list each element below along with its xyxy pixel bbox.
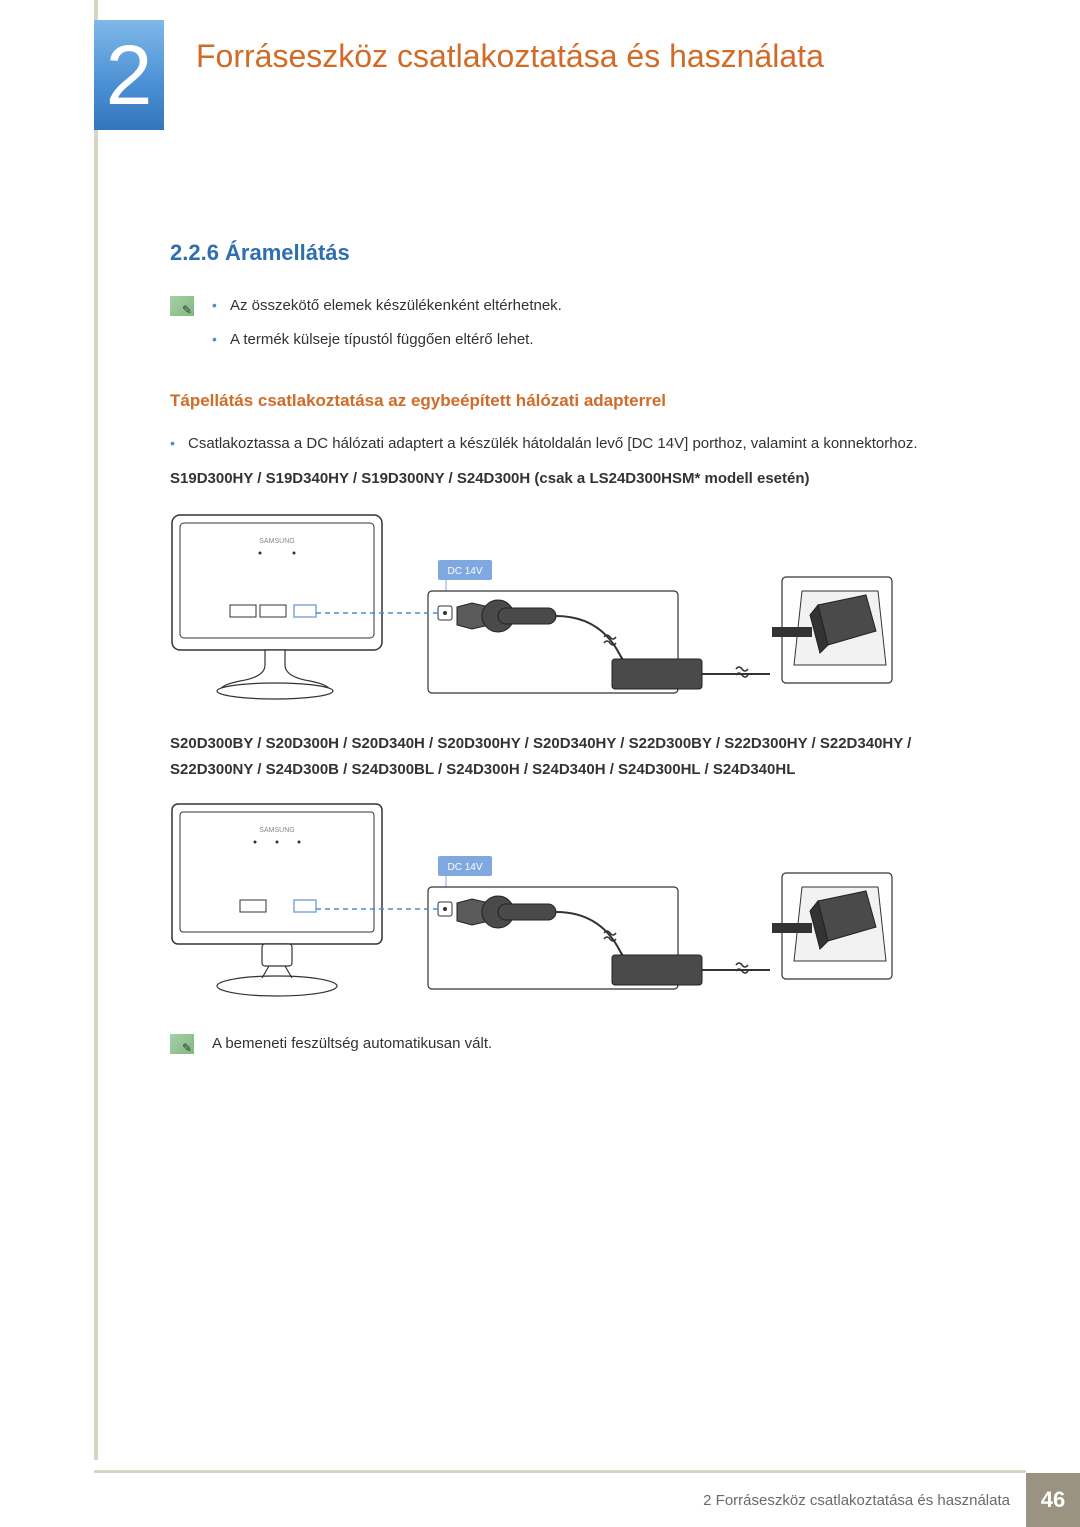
svg-text:DC 14V: DC 14V <box>447 566 482 577</box>
footer-chapter-text: 2 Forráseszköz csatlakoztatása és haszná… <box>703 1473 1026 1527</box>
instruction-text: Csatlakoztassa a DC hálózati adaptert a … <box>170 432 940 456</box>
footer-page-number: 46 <box>1026 1473 1080 1527</box>
adapter-box <box>428 591 770 693</box>
chapter-number-badge: 2 <box>94 20 164 130</box>
sub-heading: Tápellátás csatlakoztatása az egybeépíte… <box>170 388 940 414</box>
monitor-illustration: SAMSUNG <box>172 515 382 699</box>
svg-text:SAMSUNG: SAMSUNG <box>259 827 294 834</box>
wall-outlet <box>772 577 892 683</box>
instruction-list: Csatlakoztassa a DC hálózati adaptert a … <box>170 432 940 456</box>
note-icon <box>170 1034 194 1054</box>
svg-text:DC 14V: DC 14V <box>447 862 482 873</box>
note-icon <box>170 296 194 316</box>
left-vertical-stripe <box>94 0 98 1460</box>
note-item: A termék külseje típustól függően eltérő… <box>212 328 562 352</box>
power-diagram-2: SAMSUNG DC 14V <box>170 796 940 1006</box>
note-item: Az összekötő elemek készülékenként eltér… <box>212 294 562 318</box>
page-content: 2.2.6 Áramellátás Az összekötő elemek ké… <box>170 240 940 1070</box>
svg-text:SAMSUNG: SAMSUNG <box>259 538 294 545</box>
adapter-box <box>428 887 770 989</box>
note-block-top: Az összekötő elemek készülékenként eltér… <box>170 294 940 362</box>
power-diagram-1: SAMSUNG DC 14V <box>170 505 940 705</box>
note-list: Az összekötő elemek készülékenként eltér… <box>212 294 562 362</box>
models-list-1: S19D300HY / S19D340HY / S19D300NY / S24D… <box>170 466 940 492</box>
monitor-illustration: SAMSUNG <box>172 804 382 996</box>
models-list-2: S20D300BY / S20D300H / S20D340H / S20D30… <box>170 731 940 782</box>
note-block-bottom: A bemeneti feszültség automatikusan vált… <box>170 1032 940 1070</box>
note-bottom-text: A bemeneti feszültség automatikusan vált… <box>212 1032 492 1056</box>
section-heading: 2.2.6 Áramellátás <box>170 240 940 266</box>
wall-outlet <box>772 873 892 979</box>
page-footer: 2 Forráseszköz csatlakoztatása és haszná… <box>94 1473 1080 1527</box>
chapter-number: 2 <box>106 27 153 124</box>
chapter-title: Forráseszköz csatlakoztatása és használa… <box>196 38 824 75</box>
